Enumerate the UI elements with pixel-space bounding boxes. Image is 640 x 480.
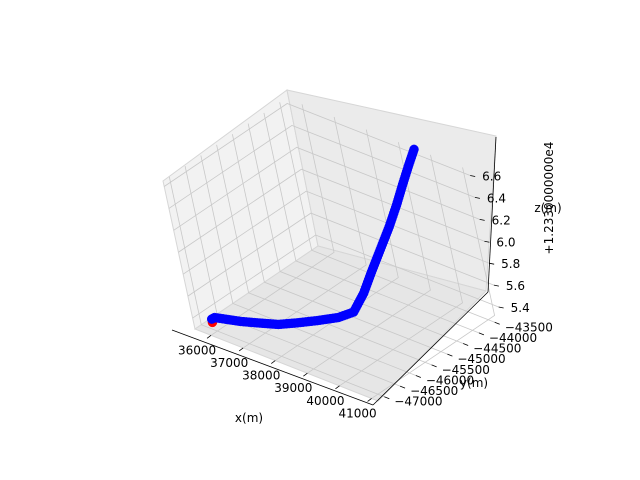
z-tick-label: 5.4 <box>511 301 530 315</box>
x-tick <box>271 360 276 364</box>
y-tick-label: −44500 <box>473 342 521 356</box>
y-tick-label: −47000 <box>394 395 442 409</box>
x-tick-label: 38000 <box>242 369 280 383</box>
y-tick <box>431 364 437 368</box>
z-tick <box>474 197 481 199</box>
y-axis-label: y(m) <box>460 376 488 390</box>
y-tick <box>463 343 469 346</box>
y-tick-label: −43500 <box>505 320 553 334</box>
x-tick-label: 40000 <box>306 394 344 408</box>
z-tick <box>484 240 490 243</box>
z-tick-label: 5.8 <box>501 257 520 271</box>
y-tick <box>447 353 453 357</box>
x-tick <box>303 372 308 377</box>
y-axis-line <box>372 291 489 406</box>
z-tick <box>493 284 499 287</box>
z-grid-line <box>187 212 495 297</box>
y-tick-label: −46500 <box>410 384 458 398</box>
x-tick <box>238 347 244 352</box>
z-axis-label: z(m) <box>534 201 561 215</box>
x-tick <box>206 334 212 339</box>
z-tick <box>479 218 485 221</box>
z-tick-label: 6.6 <box>482 169 501 183</box>
x-tick-label: 41000 <box>338 406 376 420</box>
x-tick-label: 37000 <box>210 356 248 370</box>
y-tick-label: −45000 <box>457 352 505 366</box>
z-tick-label: 6.2 <box>492 213 511 227</box>
z-tick-label: 6.0 <box>496 235 515 249</box>
y-tick <box>478 332 485 336</box>
y-tick <box>494 321 500 325</box>
y-tick <box>384 396 390 400</box>
x-tick-label: 36000 <box>178 343 216 357</box>
z-grid-line <box>178 168 485 253</box>
z-grid-line <box>173 146 480 231</box>
trajectory-point <box>409 144 419 155</box>
y-tick-label: −44000 <box>489 331 537 345</box>
x-tick <box>367 398 372 402</box>
z-tick <box>489 262 495 265</box>
y-tick-label: −45500 <box>442 363 490 377</box>
z-axis-line <box>487 136 497 293</box>
y-tick <box>415 375 421 378</box>
z-tick <box>498 306 504 309</box>
floor-pane <box>193 245 487 402</box>
data-points <box>206 144 419 330</box>
z-grid-line <box>192 234 499 319</box>
z-tick-label: 6.4 <box>487 191 506 205</box>
x-axis-line <box>171 329 374 406</box>
x-tick-label: 39000 <box>274 381 312 395</box>
z-tick-label: 5.6 <box>506 279 525 293</box>
x-tick <box>335 385 340 390</box>
z-offset-label: +1.2330000000e4 <box>542 142 556 255</box>
y-tick-label: −46000 <box>426 373 474 387</box>
z-grid-line <box>168 124 476 209</box>
x-axis-label: x(m) <box>235 411 263 425</box>
z-grid-line <box>182 190 490 275</box>
y-tick <box>399 385 406 389</box>
z-tick <box>470 175 476 177</box>
grid-lines <box>163 102 499 399</box>
